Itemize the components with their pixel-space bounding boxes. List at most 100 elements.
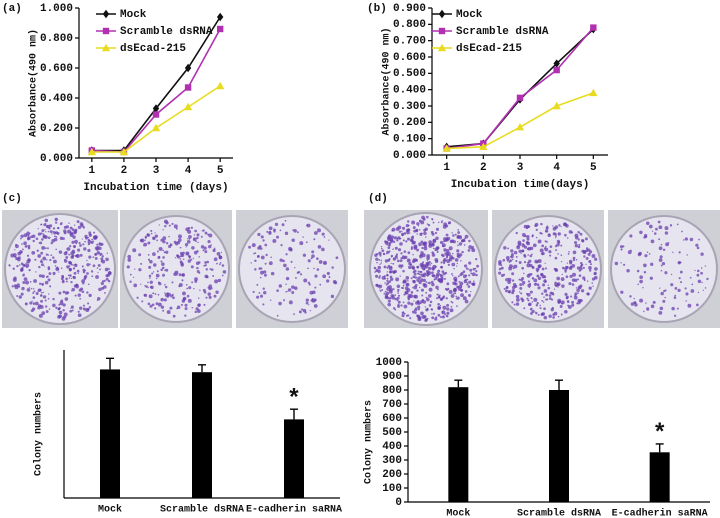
colony [40, 291, 43, 294]
colony [47, 236, 51, 239]
colony [25, 245, 27, 247]
colony [59, 236, 64, 240]
colony [548, 250, 552, 254]
colony [570, 231, 574, 234]
colony [405, 224, 409, 228]
colony [147, 258, 151, 261]
colony [571, 283, 575, 286]
colony [436, 246, 440, 250]
colony [194, 229, 197, 233]
colony [384, 293, 389, 298]
colony [388, 266, 393, 271]
colony [458, 242, 463, 246]
colony [453, 268, 455, 270]
colony [260, 267, 263, 270]
colony [658, 225, 663, 230]
colony [193, 238, 196, 240]
colony [16, 295, 19, 297]
colony [457, 241, 459, 243]
colony [260, 270, 265, 275]
colony [401, 286, 403, 289]
colony [165, 242, 169, 245]
colony [22, 281, 26, 285]
colony [513, 303, 516, 306]
colony [537, 313, 540, 316]
colony [40, 232, 43, 235]
colony [529, 254, 533, 258]
colony [412, 271, 415, 274]
colony [412, 279, 416, 284]
x-tick-label: 4 [553, 162, 560, 174]
colony [678, 251, 681, 254]
colony [213, 247, 216, 250]
colony [278, 301, 282, 306]
colony [311, 254, 315, 258]
colony [87, 302, 90, 305]
colony [217, 278, 222, 283]
colony [523, 307, 526, 310]
colony [620, 290, 624, 294]
colony [403, 304, 408, 309]
colony [426, 223, 429, 225]
colony [383, 292, 386, 295]
colony [162, 229, 164, 231]
colony [184, 314, 187, 317]
colony [414, 307, 418, 310]
x-tick-label: 2 [480, 162, 487, 174]
y-tick-label: 0.800 [40, 33, 73, 45]
y-tick-label: 300 [382, 455, 402, 467]
colony [387, 299, 391, 303]
colony [262, 303, 265, 306]
y-tick-label: 0.200 [40, 123, 73, 135]
colony [20, 234, 24, 238]
colony [414, 284, 418, 287]
error-bar [106, 357, 114, 370]
colony [439, 274, 444, 278]
colony [187, 298, 192, 303]
colony [62, 303, 66, 307]
colony [151, 303, 155, 307]
colony [417, 305, 421, 309]
colony [449, 308, 454, 313]
colony [19, 268, 24, 272]
colony [14, 249, 16, 251]
colony [694, 269, 696, 272]
colony [456, 285, 459, 288]
colony [527, 299, 530, 302]
colony [188, 235, 192, 239]
colony [520, 292, 523, 295]
colony [554, 244, 558, 248]
colony [101, 255, 104, 258]
point [152, 111, 160, 118]
bar [100, 369, 120, 498]
bar [284, 419, 304, 498]
colony [667, 242, 670, 244]
colony [86, 259, 88, 262]
colony [180, 263, 184, 267]
colony [30, 287, 33, 290]
colony [204, 261, 207, 264]
colony [557, 286, 559, 288]
colony [61, 316, 66, 321]
point [590, 24, 597, 31]
x-tick-label: Scramble dsRNA [517, 508, 601, 518]
colony [105, 277, 109, 281]
colony [554, 256, 558, 260]
colony [523, 224, 528, 229]
colony [58, 291, 62, 295]
colony [543, 247, 546, 250]
colony [593, 271, 597, 276]
colony-photo [120, 210, 232, 328]
colony [420, 270, 423, 273]
colony [560, 313, 563, 316]
point [216, 25, 224, 33]
colony [557, 301, 560, 304]
colony [535, 228, 538, 232]
colony [381, 249, 385, 253]
colony [704, 265, 707, 267]
colony [427, 266, 432, 271]
colony [384, 277, 387, 280]
colony [34, 258, 37, 261]
colony [270, 271, 275, 276]
colony [14, 284, 17, 288]
